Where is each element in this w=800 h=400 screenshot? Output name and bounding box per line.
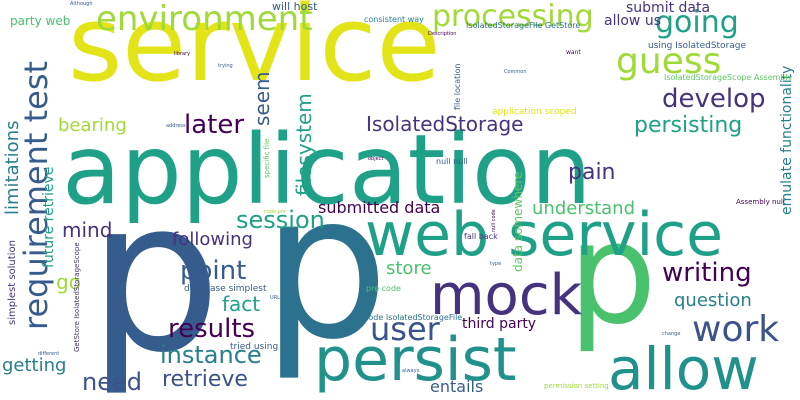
word-seem: seem xyxy=(250,71,274,126)
word-p-large: p xyxy=(88,154,222,399)
word-isolatedstorage: IsolatedStorage xyxy=(366,112,524,136)
word-url: URL xyxy=(270,295,280,301)
word-address: address xyxy=(166,123,186,129)
word-later: later xyxy=(184,110,245,140)
word-bearing: bearing xyxy=(58,115,127,136)
word-store: store xyxy=(386,258,432,279)
word-guess: guess xyxy=(616,41,722,82)
word-library: library xyxy=(174,51,191,57)
word-fact: fact xyxy=(222,292,261,316)
word-third-party: third party xyxy=(462,316,537,332)
word-getstore-isolatedstoragescope: GetStore IsolatedStorageScope xyxy=(73,242,81,352)
word-code-pre: code pre xyxy=(264,209,286,215)
word-p-small: p xyxy=(568,193,657,356)
word-trying: trying xyxy=(218,63,233,69)
word-future-retrieve: future retrieve xyxy=(41,166,57,268)
word-party-web: party web xyxy=(10,14,71,28)
word-common: Common xyxy=(504,69,527,75)
word-specific-file: specific file xyxy=(263,138,271,178)
word-tried-using: tried using xyxy=(230,342,279,352)
word-develop: develop xyxy=(662,84,766,114)
word-data-somewhere: data somewhere xyxy=(511,171,525,272)
word-consistent-way: consistent way xyxy=(364,15,424,24)
word-web-service: web service xyxy=(365,200,724,270)
word-service: service xyxy=(68,0,441,105)
word-pain: pain xyxy=(568,160,616,185)
word-entails: entails xyxy=(430,377,484,396)
word-although: Although xyxy=(70,1,93,7)
word-using-isolatedstorage: using IsolatedStorage xyxy=(648,41,747,51)
word-permission-setting: permission setting xyxy=(544,382,609,390)
word-isolatedstoragescope-assembly: IsolatedStorageScope Assembly xyxy=(664,73,793,82)
word-code-isolatedstoragefile: code IsolatedStorageFile xyxy=(364,313,463,322)
word-p-medium: p xyxy=(262,151,389,384)
word-processing: processing xyxy=(432,0,594,34)
word-allow: allow xyxy=(608,335,759,400)
word-user: user xyxy=(370,310,440,348)
word-session: session xyxy=(236,206,325,234)
word-change: change xyxy=(662,331,681,337)
word-point: point xyxy=(180,256,247,286)
word-will-host: will host xyxy=(272,0,318,13)
word-null-null: null null xyxy=(436,157,468,166)
word-results: results xyxy=(168,314,256,344)
word-null-code: null code xyxy=(491,209,497,232)
word-submitted-data: submitted data xyxy=(318,198,441,217)
word-emulate-functionality: emulate functionality xyxy=(779,65,795,215)
word-application: application xyxy=(62,114,592,226)
word-want: want xyxy=(566,49,581,56)
word-filesystem: filesystem xyxy=(292,93,316,196)
word-always: always xyxy=(402,368,420,374)
word-getting: getting xyxy=(2,355,67,376)
word-fall-back: fall back xyxy=(464,232,498,241)
word-different: different xyxy=(38,351,60,357)
word-go: go xyxy=(56,270,81,294)
word-going: going xyxy=(655,5,739,40)
word-database-simplest: database simplest xyxy=(184,284,267,294)
word-following: following xyxy=(172,229,253,250)
word-file-location: file location xyxy=(453,63,462,110)
word-allow-us: allow us xyxy=(604,13,661,29)
word-work: work xyxy=(692,309,780,350)
word-retrieve: retrieve xyxy=(162,367,248,392)
word-object: object xyxy=(368,156,384,162)
word-persisting: persisting xyxy=(634,113,743,138)
word-limitations: limitations xyxy=(2,120,23,215)
word-understand: understand xyxy=(532,198,636,219)
word-writing: writing xyxy=(662,258,752,288)
word-persist: persist xyxy=(314,325,517,395)
word-pre-code: pre code xyxy=(366,284,401,293)
word-simplest-solution: simplest solution xyxy=(7,240,18,325)
word-type: type xyxy=(490,261,502,267)
word-description: Description xyxy=(428,31,457,37)
word-assembly-null: Assembly null xyxy=(736,198,785,206)
word-mind: mind xyxy=(62,218,113,242)
word-isolatedstoragefile-getstore: IsolatedStorageFile GetStore xyxy=(466,21,581,30)
word-question: question xyxy=(674,290,752,311)
word-instance: instance xyxy=(160,341,262,369)
word-mock: mock xyxy=(430,263,583,328)
word-environment: environment xyxy=(96,0,313,39)
word-need: need xyxy=(82,368,142,396)
word-application-scoped: application scoped xyxy=(492,107,577,117)
word-submit-data: submit data xyxy=(626,0,711,16)
